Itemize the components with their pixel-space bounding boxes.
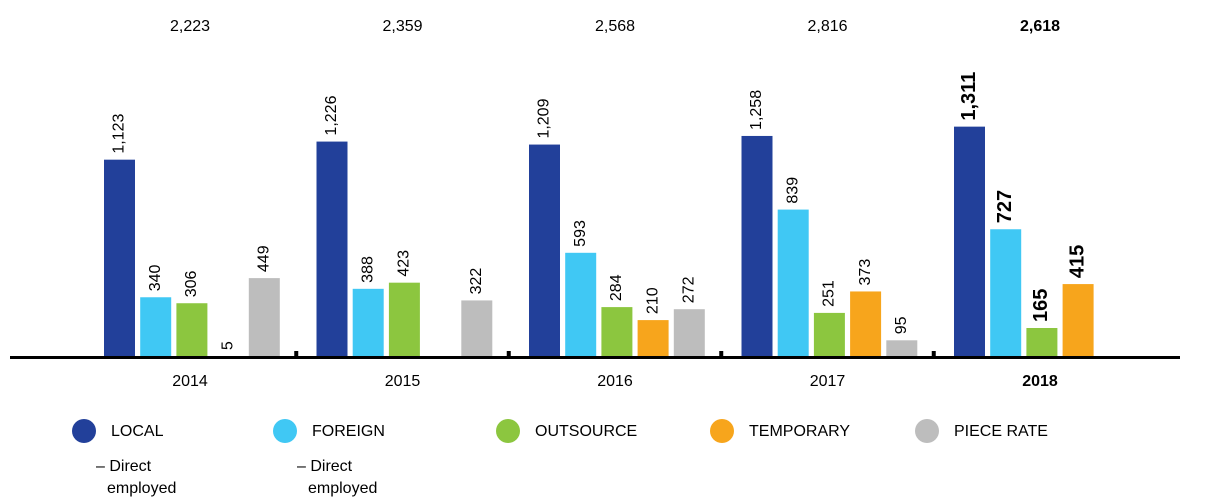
total-label: 2,816 bbox=[807, 18, 847, 35]
bar bbox=[673, 309, 705, 357]
separator bbox=[931, 351, 936, 359]
value-label: 1,123 bbox=[111, 114, 128, 154]
value-label: 165 bbox=[1030, 289, 1052, 322]
value-label: 95 bbox=[893, 316, 910, 334]
bar bbox=[741, 135, 773, 357]
bar bbox=[954, 126, 985, 357]
value-label: 727 bbox=[994, 190, 1016, 223]
x-tick-label: 2015 bbox=[385, 373, 421, 390]
legend-label: OUTSOURCE bbox=[535, 423, 637, 440]
value-label: 284 bbox=[608, 274, 625, 301]
bar bbox=[850, 291, 882, 357]
value-label: 415 bbox=[1066, 245, 1088, 278]
bar bbox=[1062, 284, 1094, 357]
value-label: 5 bbox=[219, 341, 236, 350]
legend-label: TEMPORARY bbox=[749, 423, 850, 440]
value-label: 423 bbox=[396, 250, 413, 277]
value-label: 373 bbox=[857, 259, 874, 286]
baseline bbox=[10, 356, 1180, 359]
separator bbox=[719, 351, 724, 359]
x-tick-label: 2016 bbox=[597, 373, 633, 390]
legend-label: LOCAL bbox=[111, 423, 164, 440]
bar bbox=[461, 300, 493, 357]
legend-swatch bbox=[496, 419, 520, 443]
x-tick-label: 2018 bbox=[1022, 373, 1058, 390]
bar bbox=[886, 340, 918, 357]
value-label: 306 bbox=[183, 270, 200, 297]
separator bbox=[294, 351, 299, 359]
bar bbox=[140, 297, 172, 357]
value-label: 272 bbox=[681, 276, 698, 303]
legend-label: FOREIGN bbox=[312, 423, 385, 440]
separator bbox=[506, 351, 511, 359]
bar bbox=[601, 307, 633, 357]
legend-swatch bbox=[72, 419, 96, 443]
value-label: 1,226 bbox=[323, 95, 340, 135]
value-label: 322 bbox=[468, 268, 485, 295]
x-tick-label: 2014 bbox=[172, 373, 208, 390]
value-label: 210 bbox=[644, 287, 661, 314]
bar bbox=[104, 159, 135, 357]
bar bbox=[176, 303, 208, 357]
legend-note: – Direct employed bbox=[96, 458, 177, 497]
legend-note: – Direct employed bbox=[297, 458, 378, 497]
total-label: 2,618 bbox=[1020, 18, 1060, 35]
value-label: 251 bbox=[821, 280, 838, 307]
bar bbox=[813, 312, 845, 357]
bar bbox=[248, 278, 280, 357]
legend-label: PIECE RATE bbox=[954, 423, 1048, 440]
total-label: 2,223 bbox=[170, 18, 210, 35]
bar bbox=[777, 209, 809, 357]
bar bbox=[352, 288, 384, 357]
total-label: 2,568 bbox=[595, 18, 635, 35]
value-label: 1,209 bbox=[536, 98, 553, 138]
total-label: 2,359 bbox=[382, 18, 422, 35]
bar bbox=[1026, 328, 1058, 357]
bar bbox=[316, 141, 348, 357]
bar bbox=[388, 282, 420, 357]
legend-swatch bbox=[273, 419, 297, 443]
value-label: 593 bbox=[572, 220, 589, 247]
value-label: 1,258 bbox=[748, 90, 765, 130]
value-label: 340 bbox=[147, 264, 164, 291]
bar bbox=[637, 320, 669, 357]
legend-swatch bbox=[915, 419, 939, 443]
bar bbox=[529, 144, 560, 357]
x-tick-label: 2017 bbox=[810, 373, 846, 390]
bar bbox=[565, 252, 597, 357]
value-label: 839 bbox=[784, 177, 801, 204]
legend-swatch bbox=[710, 419, 734, 443]
value-label: 1,311 bbox=[958, 72, 980, 121]
value-label: 388 bbox=[359, 256, 376, 283]
bar bbox=[990, 229, 1022, 357]
value-label: 449 bbox=[256, 245, 273, 272]
